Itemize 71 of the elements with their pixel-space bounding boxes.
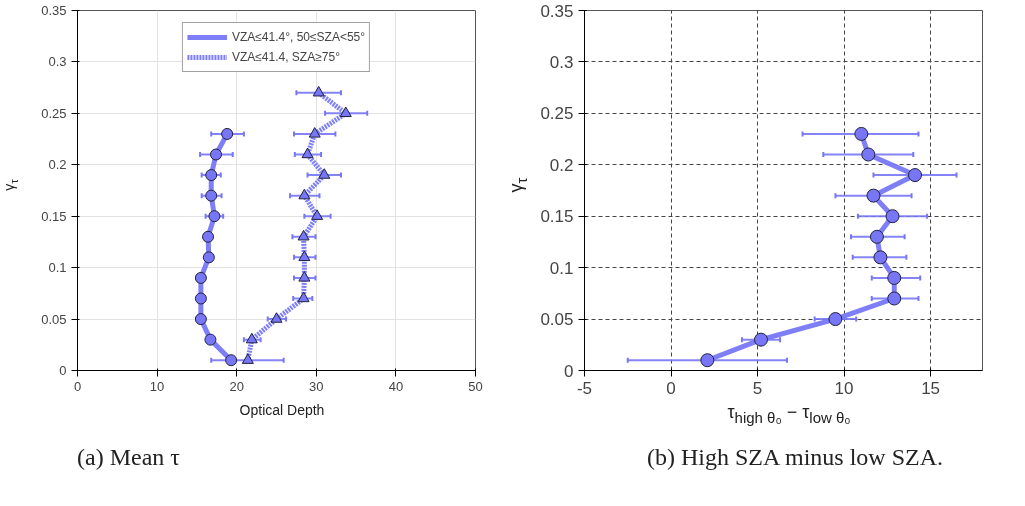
point [245,332,258,344]
y-tick-label: 0.35 [41,3,67,18]
point [700,353,715,368]
x-tick-label: 50 [468,378,483,394]
legend-label: VZA≤41.4°, 50≤SZA<55° [231,30,366,44]
y-tick-label: 0.25 [41,105,67,121]
point [298,271,311,282]
point [861,147,876,162]
x-tick-label: 0 [73,378,82,394]
x-tick-label: 15 [921,378,941,398]
point [297,291,310,303]
point [887,291,902,306]
y-tick-label: 0.3 [549,52,574,72]
y-tick-label: 0.1 [549,258,574,278]
text: (a) Mean τ [77,443,180,472]
point [885,209,900,224]
point [873,250,888,265]
point [241,353,254,364]
y-tick-label: 0.2 [48,157,67,173]
point [221,127,234,140]
point [205,189,218,202]
point [202,251,215,264]
point [225,354,238,367]
x-tick-label: 10 [149,378,165,394]
point [210,148,222,161]
y-tick-label: 0.05 [41,311,67,327]
point [887,270,902,285]
y-tick-label: 0.2 [549,155,574,175]
x-tick-label: 30 [309,378,324,394]
point [194,292,207,305]
y-tick-label: 0.35 [540,1,574,21]
point [828,312,843,327]
legend-label: VZA≤41.4, SZA≥75° [231,50,340,64]
point [194,271,207,284]
point [318,168,331,179]
y-tick-label: 0.15 [540,207,574,227]
point [204,333,217,346]
point [339,106,352,118]
y-tick-label: 0.25 [540,104,574,124]
point [270,312,283,323]
y-tick-label: 0.1 [48,260,67,276]
point [869,229,884,244]
x-axis-title: Optical Depth [238,401,326,420]
x-axis-title: τ$_{high θ₀}$ − τ$_{low θ₀}$ [726,401,852,428]
x-tick-label: 40 [388,378,404,394]
point [866,188,881,203]
point [312,85,325,97]
y-tick-label: 0.05 [540,310,574,330]
point [205,169,218,182]
y-tick-label: 0 [564,361,574,381]
point [754,332,768,347]
point [194,313,207,326]
point [301,147,314,159]
point [202,230,215,243]
point [298,188,311,200]
point [854,126,869,141]
y-tick-label: 0.3 [48,54,67,70]
x-tick-label: -5 [576,378,593,398]
point [208,210,221,223]
x-tick-label: 0 [666,378,676,398]
point [908,168,923,183]
x-tick-label: 10 [834,378,854,398]
point [311,209,324,220]
point [308,127,321,138]
x-tick-label: 20 [229,378,244,394]
y-tick-label: 0.15 [41,208,67,224]
y-tick-label: 0 [59,363,67,378]
point [297,229,310,241]
text: (b) High SZA minus low SZA. [647,443,944,472]
point [298,250,311,262]
x-tick-label: 5 [752,378,763,398]
